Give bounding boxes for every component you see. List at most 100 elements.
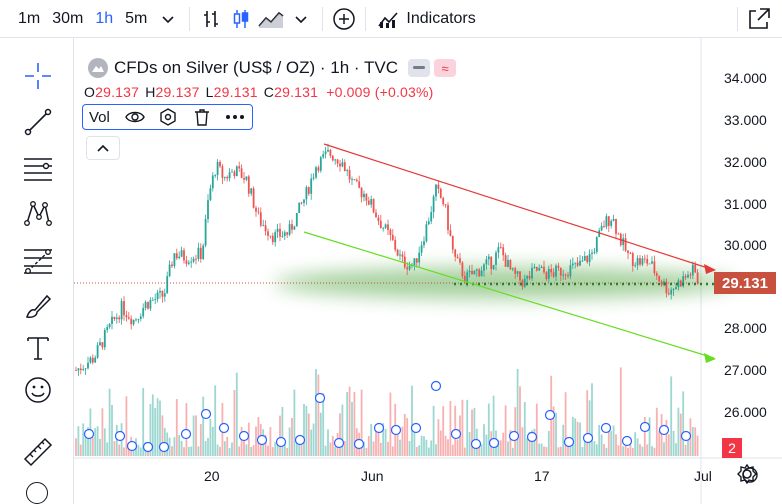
volume-bar (115, 425, 118, 456)
candle-body (125, 315, 128, 318)
candle-body (269, 235, 272, 237)
volume-bar (283, 444, 286, 456)
volume-bar (384, 429, 387, 456)
candle-body (202, 245, 205, 260)
emoji-icon (25, 377, 51, 403)
delete-button[interactable] (185, 105, 219, 129)
candle-body (279, 228, 281, 237)
brush-tool[interactable] (18, 288, 58, 324)
candle-body (209, 188, 212, 201)
volume-bar (293, 389, 296, 456)
price-chart[interactable] (74, 38, 782, 504)
horizontal-lines-tool[interactable] (18, 150, 58, 186)
volume-bar (264, 434, 267, 456)
candle-body (183, 250, 185, 261)
volume-bar (204, 441, 207, 456)
volume-bar (365, 447, 368, 456)
wave-icon[interactable]: ≈ (434, 59, 457, 77)
more-button[interactable] (218, 105, 252, 129)
collapse-legend-button[interactable] (86, 136, 120, 160)
text-tool[interactable] (18, 330, 58, 366)
pattern-tool[interactable] (18, 196, 58, 232)
volume-bar (250, 446, 253, 456)
volume-marker (275, 436, 287, 448)
ruler-tool[interactable] (18, 434, 58, 470)
candle-body (636, 258, 639, 266)
volume-bar (331, 435, 334, 456)
volume-bar (682, 391, 685, 456)
volume-bar (382, 423, 385, 456)
candle-body (216, 161, 219, 176)
close-value: 29.131 (274, 84, 319, 100)
volume-bar (531, 430, 533, 456)
volume-bar (456, 439, 459, 456)
volume-bar (274, 442, 277, 456)
crosshair-tool[interactable] (18, 58, 58, 94)
bar-style-button[interactable] (196, 4, 226, 34)
candle-body (379, 220, 382, 229)
volume-bar (617, 445, 620, 456)
settings-button[interactable] (151, 105, 185, 129)
candle-body (485, 259, 488, 265)
chart-settings-button[interactable] (736, 463, 758, 490)
volume-bar (651, 446, 653, 456)
candle-body (461, 262, 464, 277)
eye-button[interactable] (118, 105, 152, 129)
chart-style-dropdown[interactable] (286, 4, 316, 34)
timeframe-30m[interactable]: 30m (52, 9, 84, 27)
emoji-tool[interactable] (18, 372, 58, 408)
upper-trendline[interactable] (323, 143, 715, 271)
chevron-up-icon (97, 144, 109, 152)
volume-indicator-legend[interactable]: Vol (82, 104, 253, 130)
candle-body (91, 357, 94, 363)
indicators-button[interactable]: Indicators (372, 4, 476, 34)
volume-bar (571, 416, 574, 456)
volume-bar (108, 388, 111, 456)
volume-marker (256, 434, 268, 446)
volume-bar (101, 408, 104, 456)
candle-body (420, 245, 423, 253)
volume-bar (576, 421, 579, 456)
candle-body (372, 199, 375, 213)
fib-tool[interactable] (18, 242, 58, 278)
last-price-label: 29.131 (714, 272, 776, 294)
add-compare-button[interactable] (329, 4, 359, 34)
visibility-toggle[interactable] (408, 59, 431, 77)
price-tick: 28.000 (724, 320, 767, 336)
candle-body (360, 187, 363, 198)
volume-bar (586, 390, 589, 456)
candle-body (483, 264, 485, 271)
volume-bar (377, 430, 380, 456)
volume-bar (219, 446, 221, 456)
candle-body (219, 161, 221, 167)
minus-icon (413, 66, 426, 69)
upper-trendline-arrow (704, 264, 716, 274)
magnet-tool[interactable] (26, 482, 48, 504)
price-tick: 33.000 (724, 112, 767, 128)
timeframe-5m[interactable]: 5m (125, 9, 148, 27)
timeframe-1h[interactable]: 1h (95, 9, 114, 27)
fullscreen-icon (749, 7, 770, 29)
lower-trendline[interactable] (303, 231, 715, 359)
symbol-legend[interactable]: CFDs on Silver (US$ / OZ) · 1h · TVC ≈ (88, 58, 457, 78)
volume-bar (408, 441, 411, 456)
area-style-button[interactable] (256, 4, 286, 34)
candle-body (526, 275, 529, 279)
candle-body (430, 212, 433, 222)
timeframe-dropdown[interactable] (153, 4, 183, 34)
candle-style-button[interactable] (226, 4, 256, 34)
candle-body (559, 267, 562, 276)
fullscreen-button[interactable] (744, 4, 774, 34)
candle-body (365, 193, 368, 201)
volume-bar (401, 426, 404, 456)
candle-body (355, 179, 358, 182)
chart-pane[interactable]: 34.000 33.000 32.000 31.000 30.000 28.00… (74, 38, 782, 504)
volume-bar (82, 423, 85, 456)
volume-bar (468, 432, 471, 456)
trendline-tool[interactable] (18, 104, 58, 140)
alert-count-badge[interactable]: 2 (722, 438, 742, 458)
timeframe-1m[interactable]: 1m (18, 9, 41, 27)
candle-body (471, 270, 473, 275)
candle-body (538, 268, 541, 271)
volume-bar (142, 387, 145, 456)
